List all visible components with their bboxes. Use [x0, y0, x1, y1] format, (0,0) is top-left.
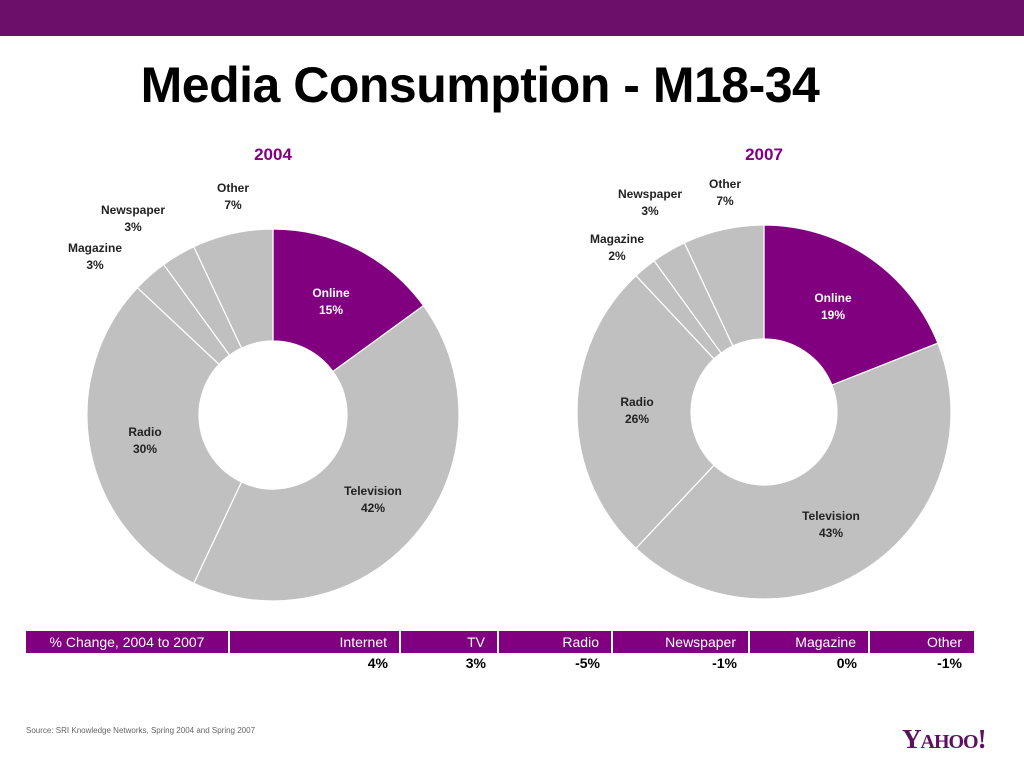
- slice-label: Newspaper: [618, 187, 682, 201]
- header-bar: [0, 0, 1024, 36]
- slice-value-label: 19%: [821, 308, 845, 322]
- table-cell: -1%: [937, 655, 962, 671]
- slice-label: Online: [312, 286, 350, 300]
- slice-label: Other: [217, 181, 249, 195]
- slice-value-label: 26%: [625, 412, 649, 426]
- slice-radio: [86, 286, 243, 585]
- change-table: % Change, 2004 to 2007 Internet TV Radio…: [26, 631, 974, 673]
- source-note: Source: SRI Knowledge Networks, Spring 2…: [26, 726, 256, 735]
- table-header-cell: Other: [869, 631, 974, 653]
- chart-title: 2007: [745, 145, 783, 164]
- slice-value-label: 42%: [361, 501, 385, 515]
- slice-label: Other: [709, 177, 741, 191]
- chart-title: 2004: [254, 145, 292, 164]
- donut-charts: 2004 Online 15% Television 42% Radio 30% Magazi…: [68, 145, 952, 602]
- table-cell: 0%: [836, 655, 857, 671]
- table-header-cell: Newspaper: [612, 631, 750, 653]
- slice-television: [635, 342, 952, 600]
- table-cell: 3%: [465, 655, 486, 671]
- slice-online: [763, 224, 939, 386]
- slice-online: [272, 228, 425, 373]
- table-row: 4% 3% -5% -1% 0% -1%: [26, 653, 974, 673]
- table-header-cell: TV: [400, 631, 499, 653]
- page-title: Media Consumption - M18-34: [140, 57, 820, 113]
- slice-label: Radio: [128, 425, 161, 439]
- slice-value-label: 3%: [86, 258, 104, 272]
- slice-other: [193, 228, 274, 349]
- table-header-cell: Magazine: [749, 631, 870, 653]
- table-cell: [26, 653, 229, 673]
- slice-value-label: 3%: [641, 204, 659, 218]
- slice-value-label: 30%: [133, 442, 157, 456]
- slice-label: Television: [344, 484, 402, 498]
- slice-label: Newspaper: [101, 203, 165, 217]
- table-header-cell: Radio: [498, 631, 613, 653]
- slice-television: [193, 304, 460, 602]
- slice-label: Magazine: [68, 241, 122, 255]
- slice-radio: [576, 274, 715, 550]
- table-header-cell: Internet: [229, 631, 401, 653]
- table-cell: -1%: [712, 655, 737, 671]
- table-header-cell: % Change, 2004 to 2007: [26, 631, 230, 653]
- slice-value-label: 7%: [716, 194, 734, 208]
- slice-label: Online: [814, 291, 852, 305]
- slice-value-label: 43%: [819, 526, 843, 540]
- slice-other: [683, 224, 765, 347]
- table-cell: -5%: [575, 655, 600, 671]
- table-header-row: % Change, 2004 to 2007 Internet TV Radio…: [26, 631, 974, 653]
- slice-label: Radio: [620, 395, 653, 409]
- slice-value-label: 15%: [319, 303, 343, 317]
- slice-value-label: 7%: [224, 198, 242, 212]
- slice-label: Television: [802, 509, 860, 523]
- slice-value-label: 3%: [124, 220, 142, 234]
- slice-value-label: 2%: [608, 249, 626, 263]
- slice-label: Magazine: [590, 232, 644, 246]
- table-cell: 4%: [367, 655, 388, 671]
- yahoo-logo: YAHOO!: [902, 724, 987, 754]
